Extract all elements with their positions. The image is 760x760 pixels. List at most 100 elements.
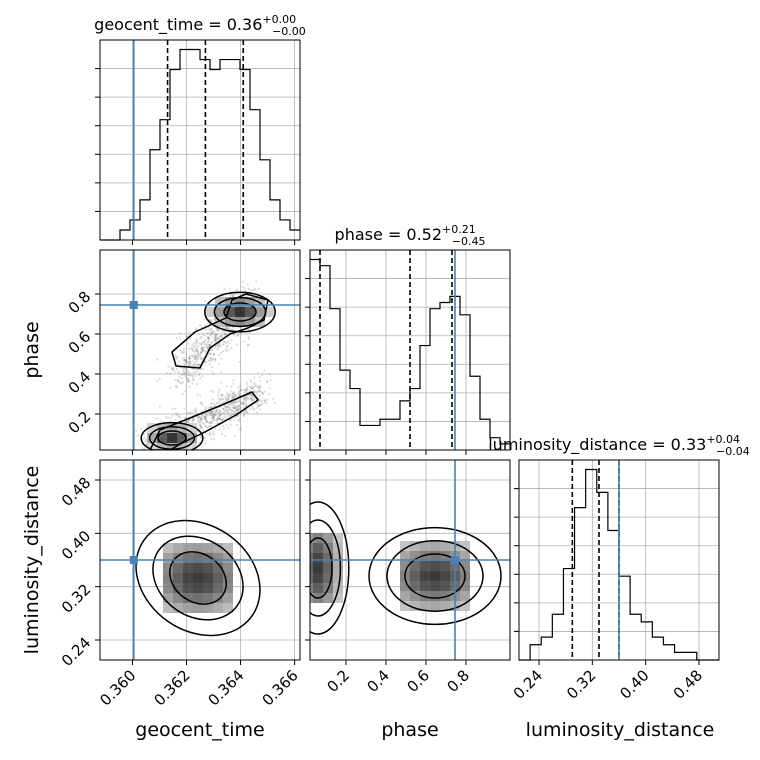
sample-point [181,357,183,359]
density-cell [213,583,223,593]
sample-point [186,377,188,379]
sample-point [243,287,245,289]
sample-point [246,412,248,414]
sample-point [183,348,185,350]
sample-point [145,439,147,441]
sample-point [181,352,183,354]
sample-point [137,434,139,436]
sample-point [236,344,238,346]
sample-point [143,437,145,439]
sample-point [209,363,211,365]
sample-point [227,427,229,429]
sample-point [188,379,190,381]
sample-point [213,433,215,435]
sample-point [243,415,245,417]
sample-point [197,345,199,347]
sample-point [239,385,241,387]
density-cell [173,593,183,603]
sample-point [202,368,204,370]
sample-point [214,358,216,360]
sample-point [211,421,213,423]
sample-point [223,340,225,342]
sample-point [185,359,187,361]
sample-point [266,380,268,382]
sample-point [213,438,215,440]
sample-point [187,343,189,345]
density-cell [183,583,193,593]
sample-point [238,405,240,407]
sample-point [258,288,260,290]
sample-point [247,283,249,285]
sample-point [204,318,206,320]
sample-point [194,368,196,370]
sample-point [213,431,215,433]
sample-point [197,420,199,422]
sample-point [198,342,200,344]
sample-point [212,398,214,400]
sample-point [211,320,213,322]
density-cell [235,307,245,317]
sample-point [205,420,207,422]
sample-point [195,358,197,360]
sample-point [229,294,231,296]
sample-point [221,358,223,360]
sample-point [185,353,187,355]
sample-point [206,345,208,347]
sample-point [265,402,267,404]
sample-point [191,360,193,362]
sample-point [203,300,205,302]
sample-point [232,295,234,297]
sample-point [200,418,202,420]
density-cell [193,573,203,583]
sample-point [236,406,238,408]
sample-point [223,287,225,289]
sample-point [195,328,197,330]
sample-point [165,416,167,418]
density-cell [183,573,193,583]
sample-point [243,411,245,413]
sample-point [243,402,245,404]
sample-point [252,387,254,389]
sample-point [196,356,198,358]
sample-point [179,332,181,334]
sample-point [219,414,221,416]
sample-point [179,337,181,339]
sample-point [191,382,193,384]
sample-point [229,409,231,411]
sample-point [238,390,240,392]
sample-point [212,415,214,417]
sample-point [204,343,206,345]
sample-point [199,324,201,326]
sample-point [226,424,228,426]
sample-point [191,347,193,349]
density-cell [163,603,173,613]
sample-point [193,363,195,365]
density-cell [223,593,233,603]
sample-point [221,394,223,396]
sample-point [227,412,229,414]
sample-point [209,335,211,337]
sample-point [223,408,225,410]
density-cell [167,433,177,443]
sample-point [181,377,183,379]
sample-point [174,371,176,373]
sample-point [225,417,227,419]
sample-point [227,398,229,400]
density-cell [203,543,213,553]
sample-point [224,396,226,398]
sample-point [199,424,201,426]
sample-point [201,414,203,416]
sample-point [221,335,223,337]
sample-point [200,358,202,360]
sample-point [220,382,222,384]
sample-point [263,369,265,371]
sample-point [259,376,261,378]
sample-point [197,394,199,396]
sample-point [259,387,261,389]
sample-point [194,411,196,413]
sample-point [268,393,270,395]
sample-point [234,395,236,397]
sample-point [203,423,205,425]
sample-point [186,370,188,372]
sample-point [189,361,191,363]
